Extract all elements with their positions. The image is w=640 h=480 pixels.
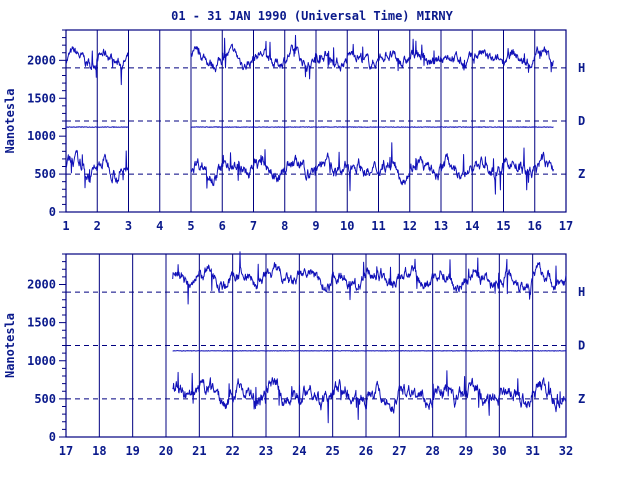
trace-h [190,34,554,80]
x-tick-label: 24 [292,444,306,458]
trace-h [172,251,567,305]
x-tick-label: 30 [492,444,506,458]
x-tick-label: 9 [312,219,319,233]
x-tick-label: 16 [528,219,542,233]
x-tick-label: 20 [159,444,173,458]
x-tick-label: 4 [156,219,163,233]
y-tick-label: 1500 [27,316,56,330]
series-label-z: Z [578,167,585,181]
y-tick-label: 1000 [27,354,56,368]
series-label-z: Z [578,392,585,406]
trace-d [66,126,129,128]
x-tick-label: 5 [187,219,194,233]
x-tick-label: 29 [459,444,473,458]
y-tick-label: 1500 [27,91,56,105]
x-tick-label: 17 [559,219,573,233]
x-tick-label: 28 [425,444,439,458]
panel-days-17-32: 17 18 19 20 21 22 23 24 25 26 27 28 29 30 31 32 0 500 1000… [3,251,585,458]
x-tick-label: 11 [371,219,385,233]
x-tick-label: 21 [192,444,206,458]
y-tick-label: 500 [34,167,56,181]
x-tick-label: 12 [403,219,417,233]
x-tick-label: 19 [125,444,139,458]
series-label-d: D [578,339,585,353]
trace-z [190,142,554,195]
y-axis-label: Nanotesla [3,313,17,378]
y-tick-label: 1000 [27,129,56,143]
trace-d [190,126,554,128]
series-label-d: D [578,114,585,128]
y-tick-label: 0 [49,430,56,444]
x-tick-label: 27 [392,444,406,458]
y-axis-label: Nanotesla [3,88,17,153]
trace-d [172,350,567,352]
x-tick-label: 25 [325,444,339,458]
y-tick-label: 0 [49,205,56,219]
x-tick-label: 2 [94,219,101,233]
y-tick-label: 500 [34,392,56,406]
x-tick-label: 7 [250,219,257,233]
y-tick-label: 2000 [27,53,56,67]
x-tick-label: 15 [496,219,510,233]
trace-z [65,149,129,189]
x-tick-label: 3 [125,219,132,233]
y-tick-label: 2000 [27,278,56,292]
x-tick-label: 18 [92,444,106,458]
series-label-h: H [578,285,585,299]
series-label-h: H [578,61,585,75]
chart-title: 01 - 31 JAN 1990 (Universal Time) MIRNY [171,9,454,23]
x-tick-label: 32 [559,444,573,458]
panel-days-1-17: 1 2 3 4 5 6 7 8 9 10 11 12 13 14 15 16 17050010001500200… [3,29,585,233]
x-tick-label: 13 [434,219,448,233]
x-tick-label: 1 [62,219,69,233]
x-tick-label: 6 [219,219,226,233]
x-tick-label: 23 [259,444,273,458]
x-tick-label: 10 [340,219,354,233]
trace-h [65,46,129,86]
x-tick-label: 22 [225,444,239,458]
x-tick-label: 26 [359,444,373,458]
trace-z [172,370,567,424]
x-tick-label: 14 [465,219,479,233]
x-tick-label: 31 [525,444,539,458]
x-tick-label: 8 [281,219,288,233]
x-tick-label: 17 [59,444,73,458]
